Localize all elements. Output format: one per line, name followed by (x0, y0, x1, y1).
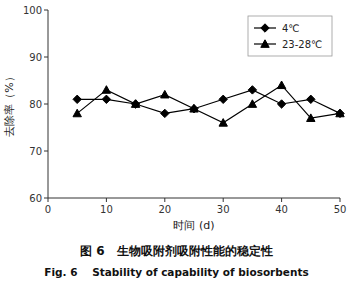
data-point (190, 105, 198, 113)
x-tick-label: 10 (100, 204, 113, 215)
title: 图 6 生物吸附剂吸附性能的稳定性 (80, 244, 273, 258)
data-point (161, 109, 169, 117)
legend-box (248, 16, 332, 56)
x-tick (164, 198, 165, 202)
data-point (219, 119, 227, 127)
plot-area (73, 81, 344, 126)
y-tick (44, 10, 48, 11)
data-point (248, 100, 256, 108)
y-tick (44, 198, 48, 199)
y-tick-label: 70 (29, 146, 42, 157)
x-tick-label: 30 (217, 204, 230, 215)
data-point (73, 109, 81, 117)
data-point (102, 86, 110, 94)
x-tick (223, 198, 224, 202)
legend-marker (261, 40, 269, 48)
data-point (190, 105, 198, 113)
series-line (77, 85, 340, 123)
y-tick-label: 90 (29, 52, 42, 63)
subtitle: Fig. 6 Stability of capability of biosor… (44, 266, 308, 278)
x-axis (48, 198, 340, 199)
legend-label: 4℃ (282, 23, 300, 34)
y-tick-label: 60 (29, 193, 42, 204)
data-point (73, 95, 81, 103)
data-point (277, 81, 285, 89)
legend-marker (261, 24, 269, 32)
data-point (248, 86, 256, 94)
data-point (131, 100, 139, 108)
series-line (77, 90, 340, 114)
y-tick (44, 151, 48, 152)
x-tick (106, 198, 107, 202)
data-point (336, 109, 344, 117)
data-point (307, 95, 315, 103)
y-tick-label: 80 (29, 99, 42, 110)
y-tick (44, 104, 48, 105)
x-tick-label: 0 (45, 204, 51, 215)
data-point (277, 100, 285, 108)
data-point (161, 90, 169, 98)
x-tick (281, 198, 282, 202)
data-point (219, 95, 227, 103)
data-point (131, 100, 139, 108)
x-tick (340, 198, 341, 202)
y-axis-label: 去除率（%） (3, 71, 16, 136)
legend: 4℃ 23-28℃ (248, 16, 332, 56)
legend-label: 23-28℃ (282, 39, 322, 50)
data-point (307, 114, 315, 122)
y-tick-label: 100 (23, 5, 42, 16)
x-tick-label: 40 (275, 204, 288, 215)
data-point (102, 95, 110, 103)
x-tick (48, 198, 49, 202)
x-tick-label: 50 (334, 204, 347, 215)
x-tick-label: 20 (158, 204, 171, 215)
x-axis-label: 时间 (d) (173, 219, 214, 232)
y-tick (44, 57, 48, 58)
